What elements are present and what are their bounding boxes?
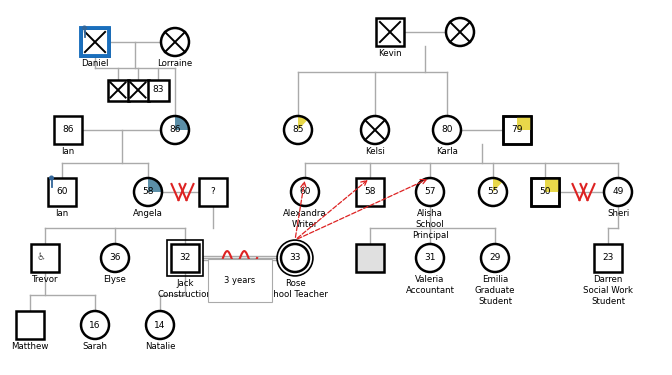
- Bar: [356, 244, 384, 272]
- Bar: [376, 18, 404, 46]
- Text: Kelsi: Kelsi: [365, 147, 385, 156]
- Circle shape: [134, 178, 162, 206]
- Text: Darren
Social Work
Student: Darren Social Work Student: [583, 275, 633, 306]
- Bar: [199, 178, 227, 206]
- Text: 31: 31: [424, 254, 435, 262]
- Text: 58: 58: [364, 188, 376, 196]
- Bar: [167, 240, 203, 276]
- Text: Jack
Construction: Jack Construction: [157, 279, 212, 298]
- Text: 60: 60: [299, 188, 310, 196]
- Bar: [356, 178, 384, 206]
- Circle shape: [161, 116, 189, 144]
- Text: Emilia
Graduate
Student: Emilia Graduate Student: [474, 275, 515, 306]
- Text: 58: 58: [142, 188, 154, 196]
- Bar: [54, 116, 82, 144]
- Text: Alisha
School
Principal: Alisha School Principal: [412, 209, 448, 240]
- Text: 60: 60: [56, 188, 68, 196]
- Circle shape: [284, 116, 312, 144]
- Bar: [545, 178, 559, 192]
- Circle shape: [416, 178, 444, 206]
- Text: Elyse: Elyse: [103, 275, 126, 284]
- Text: Matthew: Matthew: [11, 342, 48, 351]
- Text: ♿: ♿: [36, 252, 45, 262]
- Bar: [128, 80, 149, 100]
- Bar: [81, 28, 109, 56]
- Text: Karla: Karla: [436, 147, 458, 156]
- Circle shape: [479, 178, 507, 206]
- Text: Ian: Ian: [61, 147, 75, 156]
- Text: Alexandra
Writer: Alexandra Writer: [283, 209, 327, 229]
- Text: Kevin: Kevin: [378, 49, 402, 58]
- Text: 32: 32: [179, 254, 191, 262]
- Text: 85: 85: [292, 126, 304, 135]
- Circle shape: [481, 244, 509, 272]
- Text: 36: 36: [110, 254, 121, 262]
- Circle shape: [433, 116, 461, 144]
- Circle shape: [81, 311, 109, 339]
- Text: 16: 16: [89, 321, 101, 330]
- Bar: [108, 80, 128, 100]
- Text: 83: 83: [153, 86, 164, 94]
- Bar: [531, 178, 559, 206]
- Wedge shape: [148, 178, 162, 192]
- Circle shape: [291, 178, 319, 206]
- Circle shape: [446, 18, 474, 46]
- Text: 14: 14: [155, 321, 166, 330]
- Text: Lorraine: Lorraine: [157, 59, 193, 68]
- Text: 3 years: 3 years: [224, 276, 255, 285]
- Text: Rose
School Teacher: Rose School Teacher: [263, 279, 327, 298]
- Text: 29: 29: [489, 254, 501, 262]
- Bar: [594, 244, 622, 272]
- Bar: [171, 244, 199, 272]
- Wedge shape: [175, 116, 189, 130]
- Bar: [16, 311, 44, 339]
- Circle shape: [83, 26, 86, 30]
- Text: Daniel: Daniel: [81, 59, 109, 68]
- Bar: [517, 116, 531, 130]
- Circle shape: [281, 244, 309, 272]
- Wedge shape: [298, 116, 308, 130]
- Text: 50: 50: [539, 188, 551, 196]
- Bar: [81, 28, 109, 56]
- Bar: [503, 116, 531, 144]
- Circle shape: [361, 116, 389, 144]
- Text: 86: 86: [62, 126, 74, 135]
- Circle shape: [146, 311, 174, 339]
- Circle shape: [161, 28, 189, 56]
- Text: Natalie: Natalie: [144, 342, 175, 351]
- Bar: [503, 116, 531, 144]
- Text: 80: 80: [442, 126, 453, 135]
- Wedge shape: [493, 178, 503, 192]
- Text: 86: 86: [169, 126, 181, 135]
- Text: 55: 55: [487, 188, 499, 196]
- Text: Valeria
Accountant: Valeria Accountant: [405, 275, 454, 295]
- Bar: [147, 80, 169, 100]
- Text: 33: 33: [289, 254, 301, 262]
- Text: Sheri: Sheri: [607, 209, 629, 218]
- Text: ?: ?: [210, 188, 215, 196]
- Text: 23: 23: [602, 254, 614, 262]
- Text: 57: 57: [424, 188, 435, 196]
- Circle shape: [416, 244, 444, 272]
- Circle shape: [50, 176, 53, 180]
- Bar: [31, 244, 59, 272]
- Bar: [48, 178, 76, 206]
- Bar: [531, 178, 559, 206]
- Text: Angela: Angela: [133, 209, 163, 218]
- Circle shape: [604, 178, 632, 206]
- Text: Ian: Ian: [55, 209, 69, 218]
- Text: 49: 49: [612, 188, 624, 196]
- Text: Trevor: Trevor: [32, 275, 58, 284]
- Text: Sarah: Sarah: [83, 342, 108, 351]
- Text: 79: 79: [511, 126, 523, 135]
- Circle shape: [101, 244, 129, 272]
